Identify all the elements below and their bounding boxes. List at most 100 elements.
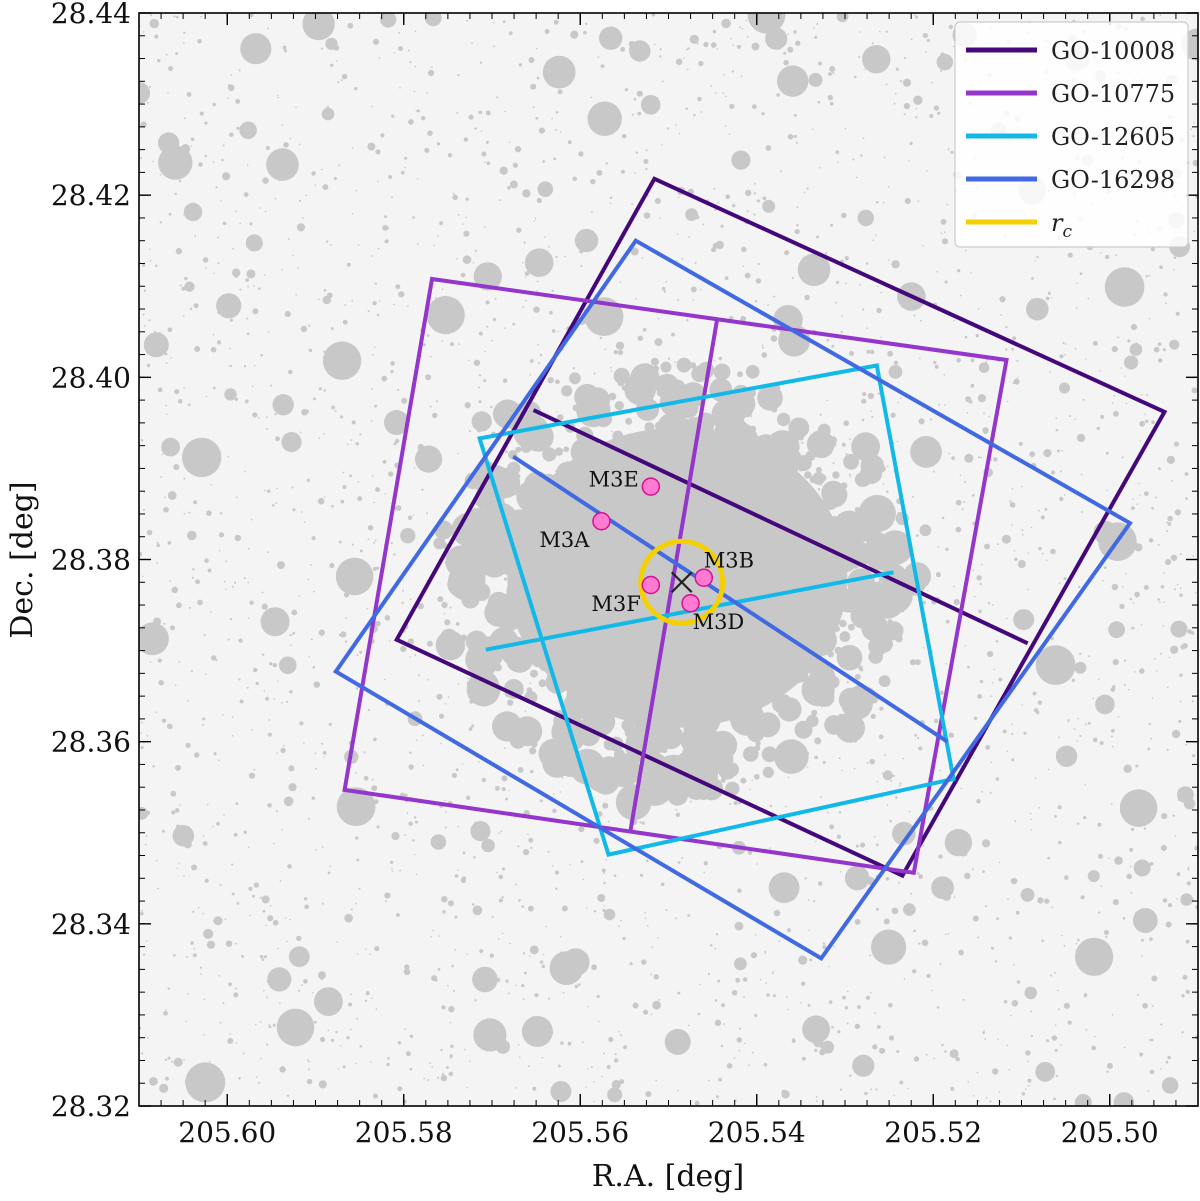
field-star [257,417,260,419]
field-star [303,978,308,984]
field-star [408,764,414,770]
field-star [1111,345,1118,353]
field-star [231,892,235,896]
field-star [466,20,468,22]
field-star [449,1021,452,1024]
field-star [780,170,783,173]
field-star [1030,1035,1033,1038]
cluster-star [846,511,877,542]
field-star [936,270,939,273]
field-star [910,892,913,895]
field-star [521,905,525,908]
field-star [972,915,979,922]
field-star [505,979,509,983]
field-star [267,551,269,554]
field-star [818,166,821,169]
field-star [158,132,180,154]
field-star [264,210,267,213]
field-star [234,942,237,945]
field-star [635,297,637,300]
field-star [438,935,441,937]
field-star [882,770,893,781]
field-star [1055,417,1058,419]
field-star [449,1054,453,1058]
field-star [193,752,200,758]
field-star [1186,881,1191,886]
field-star [351,212,354,215]
field-star [228,982,233,987]
field-star [926,38,930,43]
field-star [963,500,966,503]
field-star [801,441,804,444]
field-star [416,177,419,180]
field-star [891,260,900,269]
field-star [1021,704,1024,706]
field-star [720,224,724,228]
cluster-star [749,425,757,432]
field-star [946,203,949,206]
field-star [618,925,620,928]
field-star [529,359,534,363]
field-star [246,164,249,167]
field-star [253,364,256,367]
field-star [866,761,869,764]
field-star [593,1100,595,1103]
field-star [263,989,265,992]
field-star [929,418,932,421]
field-star [681,257,684,260]
field-star [1144,419,1149,424]
cluster-star [667,784,688,806]
field-star [844,1006,848,1010]
field-star [344,640,348,643]
field-star [1057,805,1062,810]
field-star [564,255,566,258]
field-star [922,244,924,247]
field-star [471,411,492,432]
field-star [875,1088,878,1091]
field-star [1132,498,1135,501]
field-star [1021,1091,1026,1096]
field-star [654,197,661,205]
field-star [364,999,368,1002]
field-star [747,850,753,855]
field-star [478,110,483,115]
field-star [728,133,731,136]
field-star [1104,254,1110,260]
field-star [311,171,316,176]
field-star [1171,480,1174,482]
field-star [1008,1068,1011,1071]
field-star [873,835,876,838]
star-label-m3d: M3D [693,610,745,634]
field-star [550,1081,572,1102]
field-star [1173,269,1175,271]
field-star [665,909,668,912]
field-star [167,491,177,500]
field-star [1029,451,1036,458]
field-star [447,152,453,158]
field-star [736,1037,743,1043]
field-star [405,1051,411,1057]
field-star [750,952,758,959]
field-star [347,22,354,29]
field-star [216,340,222,345]
field-star [570,30,579,39]
field-star [183,117,186,120]
cluster-star [460,634,468,642]
field-star [1011,723,1014,726]
field-star [424,13,442,27]
field-star [164,496,166,499]
field-star [522,306,525,308]
field-star [451,964,454,968]
field-star [944,933,947,936]
field-star [1082,398,1085,401]
field-star [729,103,735,110]
cluster-star [798,723,807,732]
field-star [318,629,325,636]
field-star [140,439,144,442]
field-star [982,1031,985,1035]
field-star [524,710,527,712]
field-star [295,293,297,296]
field-star [444,702,447,705]
field-star [1055,428,1059,432]
field-star [463,137,469,142]
